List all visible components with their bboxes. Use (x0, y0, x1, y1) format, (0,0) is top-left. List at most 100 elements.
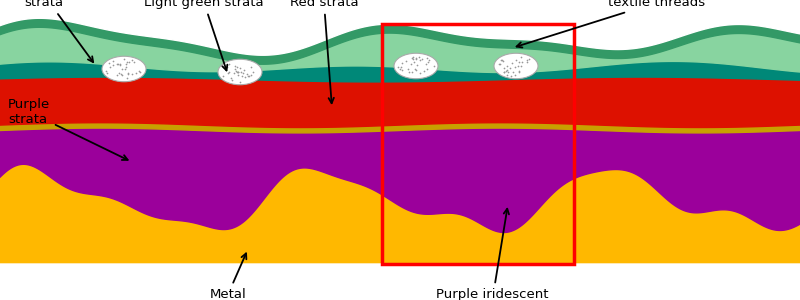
Point (522, 56, 535, 61)
Point (104, 64, 117, 69)
Ellipse shape (218, 59, 262, 85)
Point (494, 61, 506, 66)
Point (221, 63, 234, 68)
Point (121, 59, 134, 64)
Point (411, 63, 424, 68)
Point (418, 69, 431, 74)
Point (100, 69, 113, 74)
Point (120, 61, 133, 66)
Point (509, 73, 522, 78)
Point (238, 68, 251, 73)
Point (133, 68, 146, 73)
Point (408, 67, 421, 71)
Point (405, 61, 418, 66)
Point (502, 70, 514, 74)
Point (222, 62, 235, 67)
Point (222, 70, 235, 74)
Point (134, 70, 146, 75)
Point (392, 64, 405, 69)
Point (126, 58, 138, 63)
Point (112, 62, 125, 67)
Point (241, 72, 254, 76)
Text: Dark green
strata: Dark green strata (6, 0, 93, 62)
Text: Light green strata: Light green strata (144, 0, 264, 70)
Point (498, 70, 510, 75)
Point (506, 60, 519, 65)
Point (399, 59, 412, 64)
Point (102, 61, 115, 66)
Point (507, 70, 520, 74)
Point (230, 64, 243, 69)
Point (242, 74, 255, 79)
Point (513, 69, 526, 74)
Point (422, 57, 435, 62)
Point (394, 67, 406, 72)
Point (128, 60, 141, 64)
Point (238, 74, 251, 79)
Point (247, 69, 260, 74)
Point (245, 65, 258, 70)
Point (231, 70, 244, 75)
Bar (382, 24, 574, 264)
Point (516, 59, 529, 64)
Point (242, 73, 254, 78)
Point (407, 55, 420, 60)
Point (222, 70, 234, 75)
Point (234, 66, 246, 70)
Point (403, 69, 416, 74)
Point (493, 62, 506, 67)
Point (115, 66, 128, 71)
Point (245, 73, 258, 77)
Point (395, 65, 408, 70)
Point (396, 68, 409, 73)
Point (419, 62, 432, 67)
Point (513, 59, 526, 64)
Point (504, 73, 517, 78)
Point (421, 67, 434, 71)
Point (509, 58, 522, 62)
Point (122, 71, 134, 76)
Point (230, 68, 242, 73)
Ellipse shape (394, 53, 438, 79)
Point (122, 60, 135, 64)
Point (410, 68, 422, 72)
Point (498, 70, 510, 74)
Point (114, 62, 126, 67)
Point (235, 73, 248, 78)
Point (410, 56, 422, 61)
Point (229, 64, 242, 69)
Point (515, 64, 528, 69)
Point (106, 62, 119, 67)
Point (396, 60, 409, 65)
Point (406, 56, 419, 61)
Point (232, 70, 245, 74)
Point (511, 63, 524, 68)
Point (114, 61, 126, 66)
Point (110, 72, 123, 77)
Point (106, 58, 119, 63)
Point (113, 70, 126, 75)
Ellipse shape (102, 56, 146, 82)
Point (498, 65, 510, 70)
Point (497, 59, 510, 64)
Point (110, 62, 123, 67)
Point (514, 55, 527, 60)
Text: textile threads: textile threads (517, 0, 705, 47)
Point (402, 66, 414, 71)
Point (422, 60, 434, 65)
Point (428, 63, 441, 68)
Point (414, 58, 426, 63)
Point (119, 65, 132, 70)
Point (118, 57, 130, 62)
Point (116, 73, 129, 77)
Point (495, 58, 508, 62)
Point (412, 54, 425, 59)
Point (520, 60, 533, 64)
Point (228, 66, 241, 71)
Point (225, 76, 238, 81)
Point (420, 56, 433, 61)
Point (496, 57, 509, 62)
Point (227, 71, 240, 76)
Point (499, 69, 512, 74)
Point (221, 65, 234, 70)
